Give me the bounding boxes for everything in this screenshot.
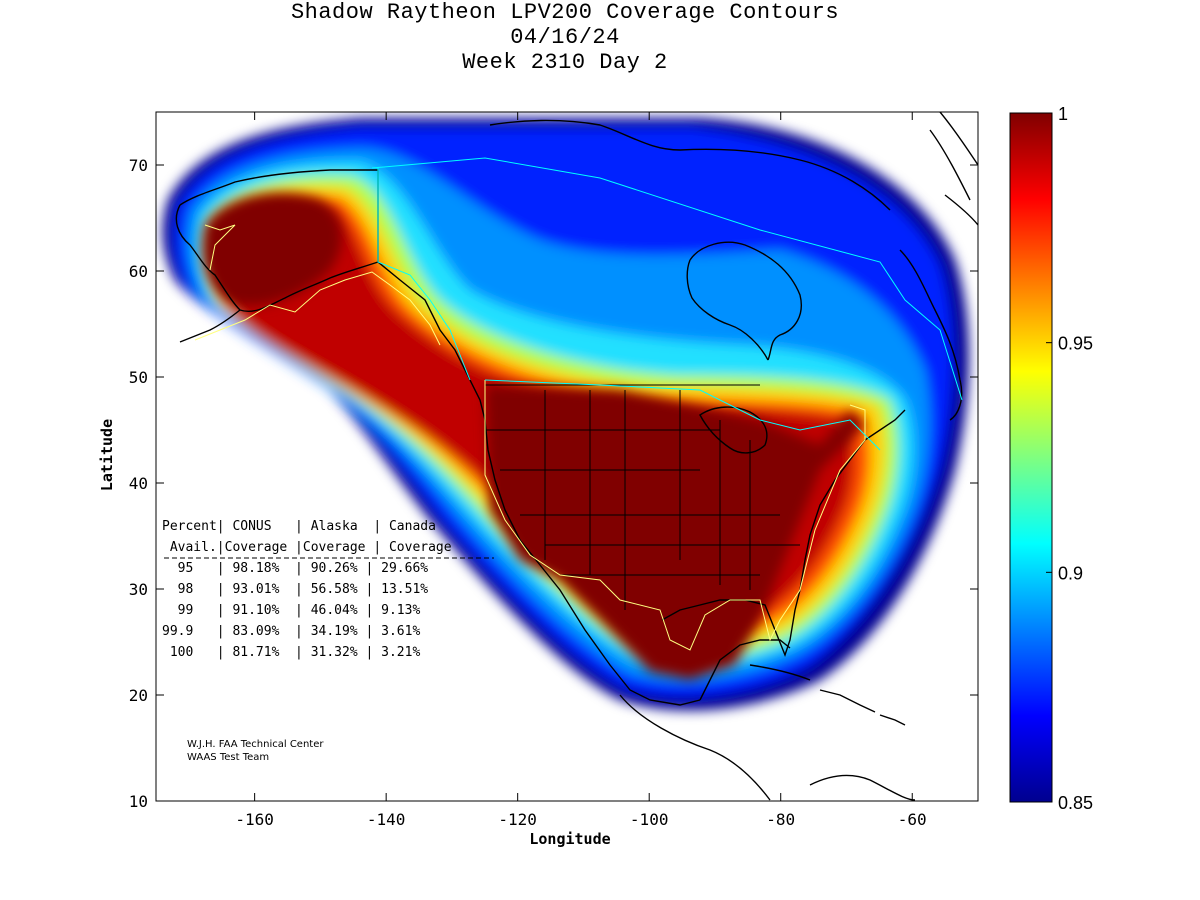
service-area-outlines [194,157,963,651]
y-tick-label: 60 [129,262,148,281]
credit-team: WAAS Test Team [187,752,269,763]
x-tick-label: -120 [498,810,537,829]
colorbar-tick-label: 1 [1058,104,1068,124]
y-tick-label: 10 [129,792,148,811]
stats-row: 99.9 | 83.09% | 34.19% | 3.61% [162,624,420,639]
x-tick-labels: -160 -140 -120 -100 -80 -60 [235,810,926,829]
coverage-stats-table: Percent| CONUS | Alaska | Canada Avail.|… [162,519,494,660]
y-tick-label: 30 [129,580,148,599]
stats-row: 99 | 91.10% | 46.04% | 9.13% [162,603,420,618]
y-tick-label: 40 [129,474,148,493]
y-tick-labels: 10 20 30 40 50 60 70 [129,156,148,811]
x-tick-label: -100 [630,810,669,829]
colorbar [1009,112,1053,803]
colorbar-tick-label: 0.85 [1058,793,1093,813]
x-axis-label: Longitude [529,830,610,848]
y-tick-label: 70 [129,156,148,175]
chart-week: Week 2310 Day 2 [462,50,668,75]
axis-ticks [156,112,978,802]
stats-row: 100 | 81.71% | 31.32% | 3.21% [162,645,420,660]
stats-header-1: Percent| CONUS | Alaska | Canada [162,519,436,534]
coastlines [175,112,978,801]
contour-1.00-alaska [202,193,342,306]
y-axis-label: Latitude [98,419,116,491]
colorbar-tick-label: 0.95 [1058,334,1093,354]
contour-1.00-conus [485,385,865,680]
colorbar-tick-label: 0.9 [1058,563,1083,583]
state-boundaries [485,384,800,610]
chart-date: 04/16/24 [510,25,620,50]
plot-frame [155,111,979,802]
stats-row: 95 | 98.18% | 90.26% | 29.66% [162,561,428,576]
x-tick-label: -60 [898,810,927,829]
chart-title: Shadow Raytheon LPV200 Coverage Contours [290,0,840,25]
chart-title-block: Shadow Raytheon LPV200 Coverage Contours… [0,0,1130,75]
x-tick-label: -160 [235,810,274,829]
stats-header-2: Avail.|Coverage |Coverage | Coverage [162,540,452,555]
stats-row: 98 | 93.01% | 56.58% | 13.51% [162,582,428,597]
y-tick-label: 50 [129,368,148,387]
y-tick-label: 20 [129,686,148,705]
colorbar-ticks: 0.85 0.9 0.95 1 [1046,104,1093,813]
x-tick-label: -140 [367,810,406,829]
x-tick-label: -80 [766,810,795,829]
credit-org: W.J.H. FAA Technical Center [187,739,324,750]
